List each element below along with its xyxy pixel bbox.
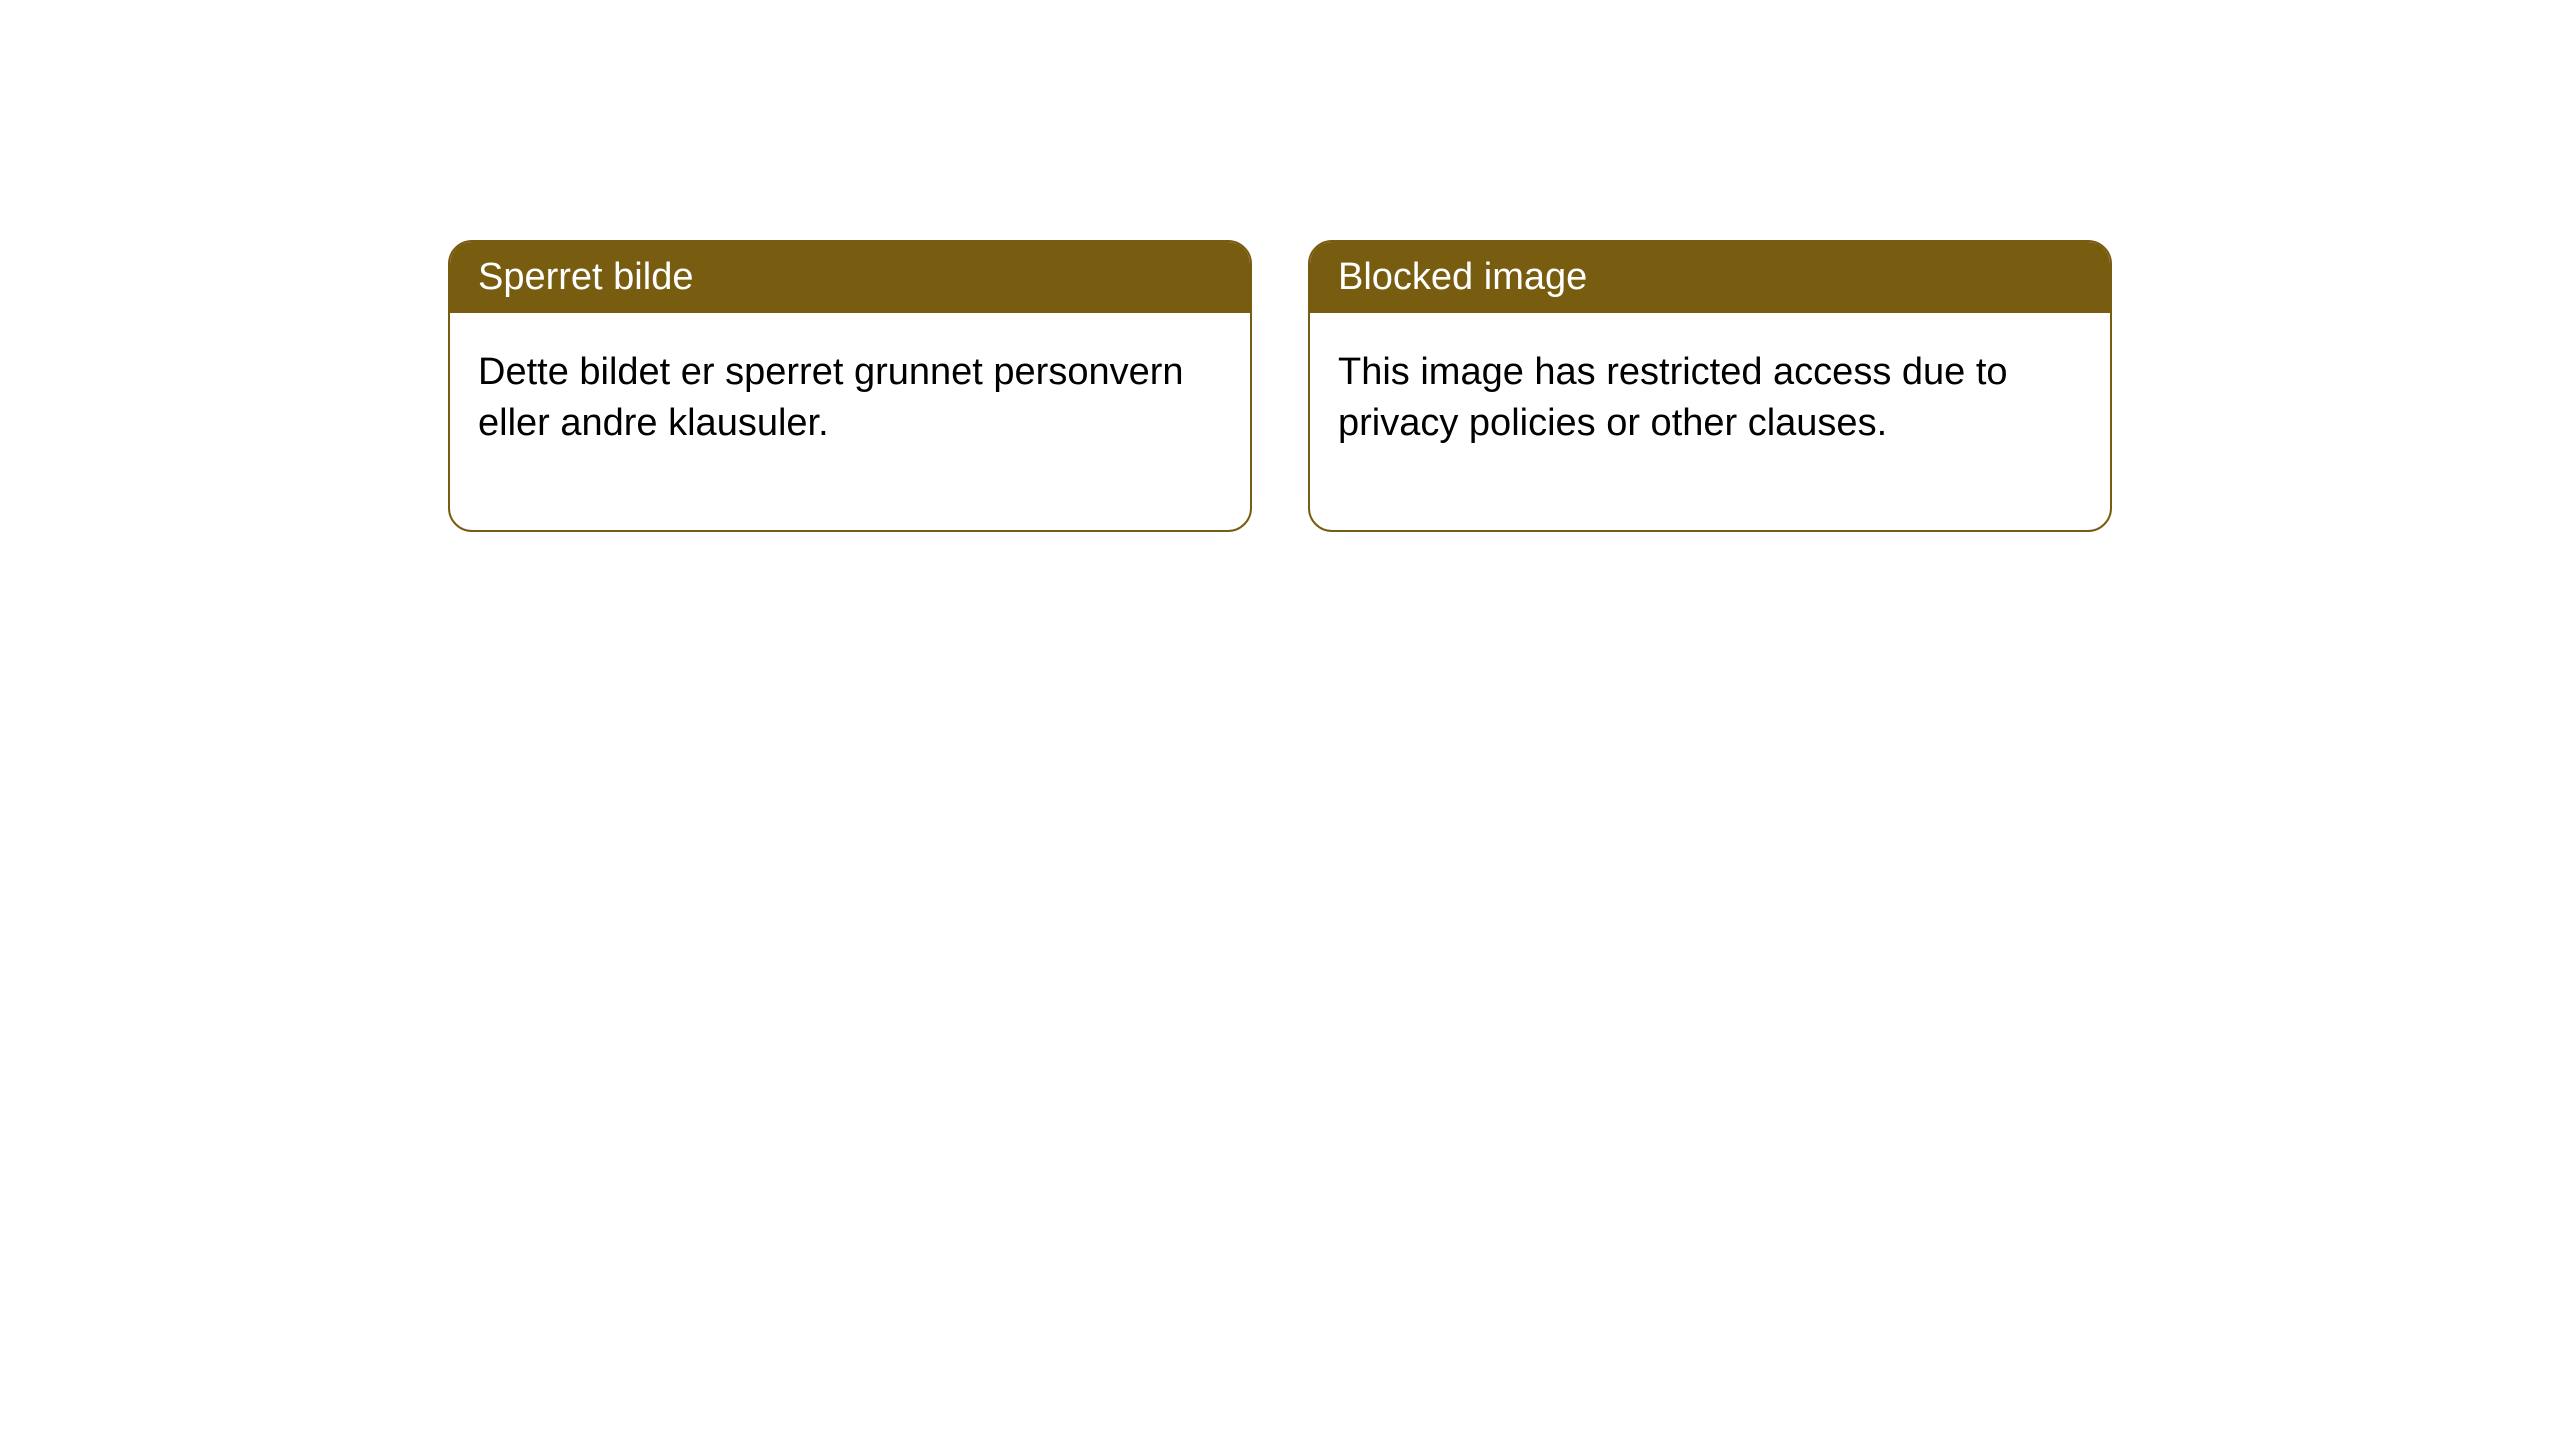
cards-container: Sperret bilde Dette bildet er sperret gr… — [0, 0, 2560, 532]
blocked-image-card-en: Blocked image This image has restricted … — [1308, 240, 2112, 532]
card-message: Dette bildet er sperret grunnet personve… — [478, 351, 1184, 444]
card-title: Sperret bilde — [478, 256, 693, 298]
blocked-image-card-no: Sperret bilde Dette bildet er sperret gr… — [448, 240, 1252, 532]
card-title: Blocked image — [1338, 256, 1587, 298]
card-header: Blocked image — [1310, 242, 2110, 313]
card-body: Dette bildet er sperret grunnet personve… — [450, 313, 1250, 530]
card-header: Sperret bilde — [450, 242, 1250, 313]
card-message: This image has restricted access due to … — [1338, 351, 2008, 444]
card-body: This image has restricted access due to … — [1310, 313, 2110, 530]
